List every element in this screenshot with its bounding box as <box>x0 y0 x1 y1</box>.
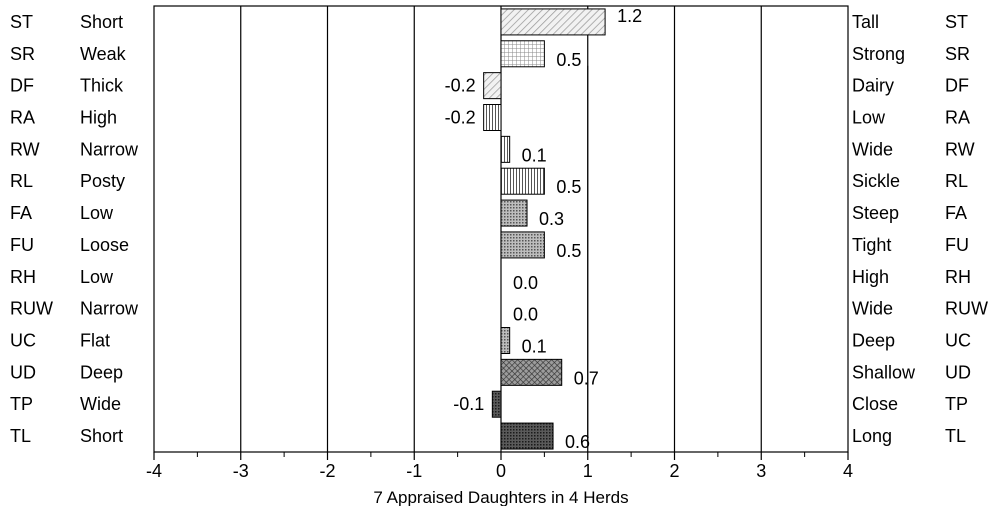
trait-low-label: Short <box>80 12 123 32</box>
trait-low-label: Narrow <box>80 139 139 159</box>
x-tick-label: 4 <box>843 461 853 481</box>
trait-high-label: Dairy <box>852 76 894 96</box>
x-axis-label: 7 Appraised Daughters in 4 Herds <box>373 488 628 506</box>
trait-high-label: Sickle <box>852 171 900 191</box>
trait-code-left: TP <box>10 394 33 414</box>
bar-df <box>483 72 502 100</box>
trait-low-label: Short <box>80 426 123 446</box>
trait-code-right: RW <box>945 139 975 159</box>
trait-code-right: UC <box>945 331 971 351</box>
trait-code-left: SR <box>10 44 35 64</box>
x-tick-label: 1 <box>583 461 593 481</box>
value-label: 0.5 <box>556 241 581 261</box>
trait-high-label: Tight <box>852 235 891 255</box>
trait-high-label: Wide <box>852 139 893 159</box>
left-trait-labels: ST Short SR Weak DF Thick RA High RW Narrow RL Post… <box>10 12 139 446</box>
trait-code-left: TL <box>10 426 31 446</box>
trait-low-label: Low <box>80 203 114 223</box>
trait-code-right: FU <box>945 235 969 255</box>
trait-code-left: UC <box>10 331 36 351</box>
bar-uc <box>500 327 511 354</box>
bar-st <box>500 8 606 36</box>
trait-low-label: Deep <box>80 362 123 382</box>
bar-rw <box>500 135 511 163</box>
trait-low-label: Wide <box>80 394 121 414</box>
trait-high-label: Long <box>852 426 892 446</box>
value-label: 0.5 <box>556 50 581 70</box>
bar-fa <box>500 199 528 227</box>
trait-code-right: RH <box>945 267 971 287</box>
trait-code-left: DF <box>10 76 34 96</box>
right-trait-labels: Tall ST Strong SR Dairy DF Low RA Wide RW Sickle RL… <box>852 12 988 446</box>
x-tick-label: -1 <box>406 461 422 481</box>
bar-ud <box>500 358 563 386</box>
x-tick-label: 2 <box>669 461 679 481</box>
trait-code-right: UD <box>945 362 971 382</box>
bar-rl <box>500 167 545 195</box>
trait-code-right: TL <box>945 426 966 446</box>
trait-low-label: Low <box>80 267 114 287</box>
value-label: 0.1 <box>522 145 547 165</box>
trait-low-label: Posty <box>80 171 125 191</box>
value-label: 0.3 <box>539 209 564 229</box>
trait-code-right: RL <box>945 171 968 191</box>
trait-code-left: RH <box>10 267 36 287</box>
trait-code-left: FA <box>10 203 32 223</box>
trait-code-left: FU <box>10 235 34 255</box>
trait-code-left: UD <box>10 362 36 382</box>
trait-low-label: High <box>80 108 117 128</box>
value-label: 0.7 <box>574 368 599 388</box>
trait-low-label: Loose <box>80 235 129 255</box>
trait-high-label: Strong <box>852 44 905 64</box>
x-tick-label: -4 <box>146 461 162 481</box>
trait-code-left: ST <box>10 12 33 32</box>
value-label: 0.1 <box>522 337 547 357</box>
x-tick-label: -2 <box>319 461 335 481</box>
bar-sr <box>500 40 545 68</box>
bar-fu <box>500 231 545 259</box>
value-label: -0.2 <box>445 76 476 96</box>
trait-code-right: RUW <box>945 299 988 319</box>
trait-code-right: DF <box>945 76 969 96</box>
value-label: 1.2 <box>617 6 642 26</box>
trait-low-label: Thick <box>80 76 124 96</box>
x-tick-label: -3 <box>233 461 249 481</box>
trait-code-right: FA <box>945 203 967 223</box>
bar-tp <box>491 390 502 418</box>
trait-high-label: Steep <box>852 203 899 223</box>
value-label: 0.0 <box>513 273 538 293</box>
trait-low-label: Weak <box>80 44 127 64</box>
trait-code-left: RUW <box>10 299 53 319</box>
trait-code-left: RW <box>10 139 40 159</box>
trait-low-label: Flat <box>80 331 110 351</box>
trait-code-right: TP <box>945 394 968 414</box>
value-label: -0.1 <box>453 394 484 414</box>
trait-low-label: Narrow <box>80 299 139 319</box>
bar-tl <box>500 422 554 450</box>
trait-high-label: Low <box>852 108 886 128</box>
trait-high-label: Wide <box>852 299 893 319</box>
bars <box>483 8 606 450</box>
trait-code-left: RA <box>10 108 35 128</box>
trait-code-right: SR <box>945 44 970 64</box>
x-tick-label: 3 <box>756 461 766 481</box>
trait-high-label: Tall <box>852 12 879 32</box>
value-labels: 1.2 0.5 -0.2 -0.2 0.1 0.5 0.3 0.5 0.0 0.0 0.1 0.7 -0… <box>445 6 643 452</box>
bar-ra <box>483 104 502 131</box>
value-label: -0.2 <box>445 108 476 128</box>
trait-high-label: Close <box>852 394 898 414</box>
trait-code-left: RL <box>10 171 33 191</box>
x-axis-ticks: -4 -3 -2 -1 0 1 2 3 4 <box>146 452 853 481</box>
value-label: 0.5 <box>556 177 581 197</box>
value-label: 0.6 <box>565 432 590 452</box>
value-label: 0.0 <box>513 305 538 325</box>
trait-code-right: RA <box>945 108 970 128</box>
trait-high-label: Deep <box>852 331 895 351</box>
trait-code-right: ST <box>945 12 968 32</box>
x-tick-label: 0 <box>496 461 506 481</box>
trait-high-label: Shallow <box>852 362 916 382</box>
trait-high-label: High <box>852 267 889 287</box>
